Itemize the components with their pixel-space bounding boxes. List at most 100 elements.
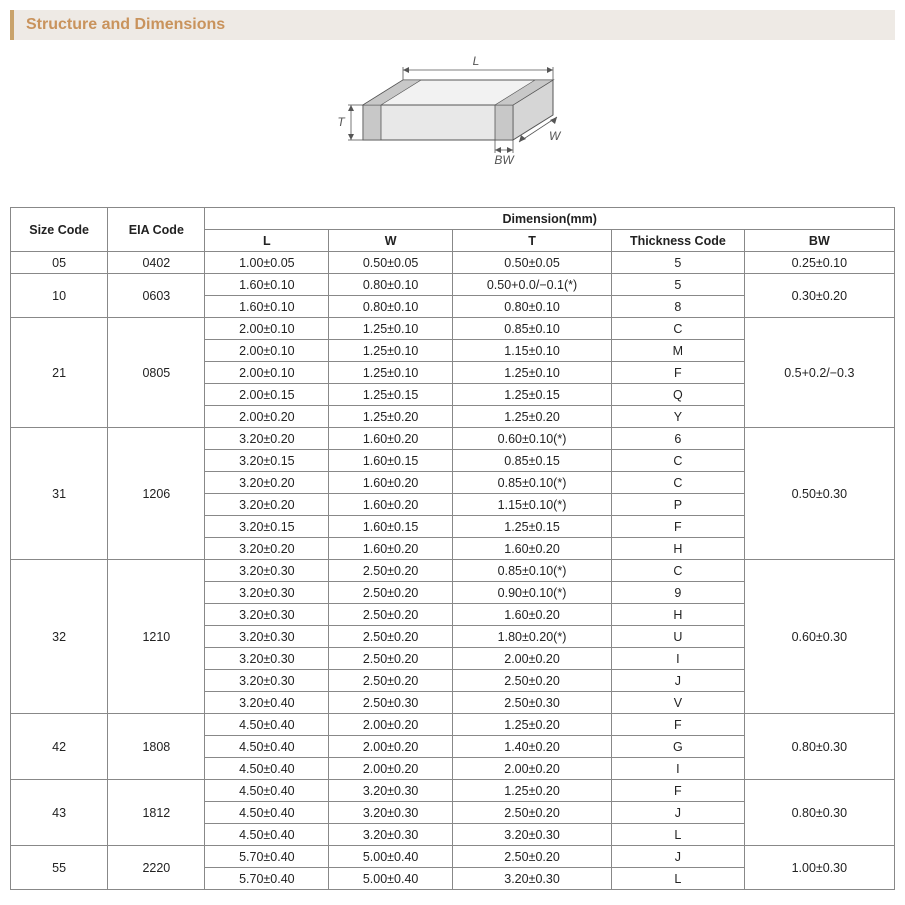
chip-diagram: L W T BW [323, 50, 583, 190]
cell-T: 1.25±0.20 [452, 780, 611, 802]
cell-L: 2.00±0.10 [205, 340, 329, 362]
cell-T: 1.40±0.20 [452, 736, 611, 758]
cell-W: 1.60±0.20 [329, 428, 453, 450]
cell-L: 4.50±0.40 [205, 736, 329, 758]
cell-W: 1.60±0.20 [329, 494, 453, 516]
cell-L: 3.20±0.20 [205, 472, 329, 494]
cell-T: 2.50±0.20 [452, 802, 611, 824]
cell-tc: L [612, 824, 745, 846]
cell-L: 4.50±0.40 [205, 758, 329, 780]
cell-L: 4.50±0.40 [205, 780, 329, 802]
cell-T: 1.25±0.20 [452, 406, 611, 428]
cell-L: 3.20±0.15 [205, 516, 329, 538]
cell-L: 5.70±0.40 [205, 846, 329, 868]
cell-W: 1.60±0.20 [329, 472, 453, 494]
cell-L: 3.20±0.30 [205, 582, 329, 604]
cell-bw: 0.5+0.2/−0.3 [744, 318, 894, 428]
cell-size-code: 21 [11, 318, 108, 428]
table-row: 3212103.20±0.302.50±0.200.85±0.10(*)C0.6… [11, 560, 895, 582]
cell-tc: Y [612, 406, 745, 428]
cell-L: 2.00±0.10 [205, 318, 329, 340]
cell-W: 2.50±0.20 [329, 626, 453, 648]
section-header: Structure and Dimensions [10, 10, 895, 40]
cell-T: 2.50±0.20 [452, 670, 611, 692]
cell-eia-code: 1808 [108, 714, 205, 780]
cell-W: 3.20±0.30 [329, 802, 453, 824]
cell-tc: H [612, 538, 745, 560]
cell-T: 0.85±0.10(*) [452, 560, 611, 582]
cell-L: 4.50±0.40 [205, 824, 329, 846]
section-title: Structure and Dimensions [26, 16, 225, 33]
cell-tc: 5 [612, 252, 745, 274]
table-row: 3112063.20±0.201.60±0.200.60±0.10(*)60.5… [11, 428, 895, 450]
cell-tc: I [612, 648, 745, 670]
cell-tc: 6 [612, 428, 745, 450]
cell-L: 4.50±0.40 [205, 714, 329, 736]
cell-tc: F [612, 714, 745, 736]
cell-tc: F [612, 780, 745, 802]
cell-W: 2.50±0.20 [329, 560, 453, 582]
cell-W: 0.50±0.05 [329, 252, 453, 274]
cell-L: 5.70±0.40 [205, 868, 329, 890]
dimensions-table: Size Code EIA Code Dimension(mm) L W T T… [10, 207, 895, 890]
cell-W: 1.60±0.15 [329, 516, 453, 538]
cell-T: 0.90±0.10(*) [452, 582, 611, 604]
cell-size-code: 31 [11, 428, 108, 560]
cell-T: 1.25±0.10 [452, 362, 611, 384]
cell-L: 3.20±0.30 [205, 670, 329, 692]
table-row: 4318124.50±0.403.20±0.301.25±0.20F0.80±0… [11, 780, 895, 802]
cell-T: 3.20±0.30 [452, 824, 611, 846]
cell-L: 2.00±0.20 [205, 406, 329, 428]
cell-L: 3.20±0.30 [205, 626, 329, 648]
cell-W: 3.20±0.30 [329, 824, 453, 846]
cell-T: 0.50±0.05 [452, 252, 611, 274]
th-eia-code: EIA Code [108, 208, 205, 252]
cell-T: 1.15±0.10(*) [452, 494, 611, 516]
cell-W: 1.25±0.10 [329, 318, 453, 340]
cell-tc: C [612, 450, 745, 472]
th-BW: BW [744, 230, 894, 252]
cell-W: 2.50±0.20 [329, 604, 453, 626]
cell-L: 1.60±0.10 [205, 296, 329, 318]
th-dimension: Dimension(mm) [205, 208, 895, 230]
table-row: 1006031.60±0.100.80±0.100.50+0.0/−0.1(*)… [11, 274, 895, 296]
table-row: 2108052.00±0.101.25±0.100.85±0.10C0.5+0.… [11, 318, 895, 340]
cell-T: 0.80±0.10 [452, 296, 611, 318]
cell-W: 2.00±0.20 [329, 714, 453, 736]
cell-W: 1.25±0.10 [329, 340, 453, 362]
cell-size-code: 10 [11, 274, 108, 318]
th-size-code: Size Code [11, 208, 108, 252]
cell-W: 1.60±0.20 [329, 538, 453, 560]
cell-bw: 0.80±0.30 [744, 780, 894, 846]
table-row: 4218084.50±0.402.00±0.201.25±0.20F0.80±0… [11, 714, 895, 736]
cell-W: 2.50±0.20 [329, 670, 453, 692]
cell-T: 2.50±0.20 [452, 846, 611, 868]
cell-tc: U [612, 626, 745, 648]
th-W: W [329, 230, 453, 252]
cell-tc: C [612, 318, 745, 340]
cell-L: 3.20±0.30 [205, 604, 329, 626]
cell-L: 3.20±0.20 [205, 494, 329, 516]
cell-bw: 0.80±0.30 [744, 714, 894, 780]
cell-T: 0.85±0.10 [452, 318, 611, 340]
cell-L: 3.20±0.20 [205, 538, 329, 560]
th-thickness-code: Thickness Code [612, 230, 745, 252]
cell-W: 3.20±0.30 [329, 780, 453, 802]
cell-tc: 5 [612, 274, 745, 296]
cell-T: 1.25±0.15 [452, 384, 611, 406]
cell-L: 3.20±0.30 [205, 560, 329, 582]
label-W: W [549, 129, 562, 143]
cell-T: 1.80±0.20(*) [452, 626, 611, 648]
cell-tc: J [612, 802, 745, 824]
cell-eia-code: 2220 [108, 846, 205, 890]
cell-T: 2.00±0.20 [452, 758, 611, 780]
cell-L: 4.50±0.40 [205, 802, 329, 824]
cell-bw: 0.60±0.30 [744, 560, 894, 714]
cell-tc: F [612, 516, 745, 538]
cell-tc: J [612, 846, 745, 868]
cell-T: 3.20±0.30 [452, 868, 611, 890]
cell-T: 0.60±0.10(*) [452, 428, 611, 450]
cell-bw: 1.00±0.30 [744, 846, 894, 890]
cell-size-code: 55 [11, 846, 108, 890]
diagram-container: L W T BW [10, 50, 895, 193]
